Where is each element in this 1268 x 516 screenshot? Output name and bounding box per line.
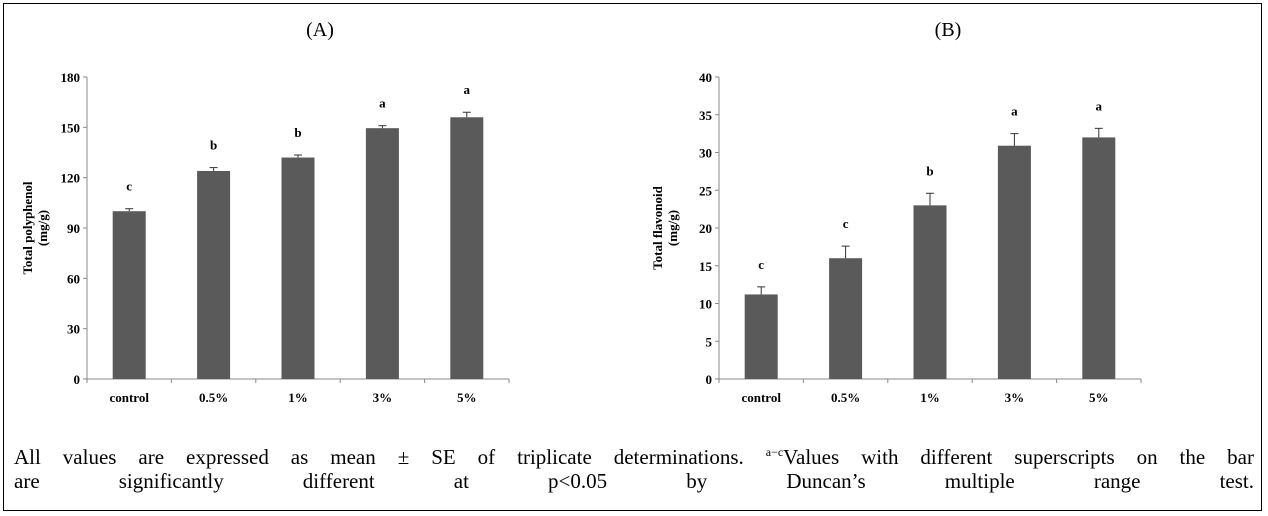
y-tick-label: 25 [699,183,713,198]
y-tick-label: 35 [699,108,713,123]
bar [744,294,778,379]
x-tick-label: 1% [288,390,308,405]
y-axis-label: Total flavonoid [650,185,665,269]
y-axis-unit: (mg/g) [35,210,50,246]
significance-letter: b [294,125,301,140]
significance-letter: b [210,138,217,153]
significance-letter: a [1096,98,1103,113]
y-axis-label: Total polyphenol [20,181,35,274]
y-tick-label: 5 [706,334,713,349]
bar [1082,137,1116,379]
x-tick-label: 3% [373,390,393,405]
y-tick-label: 0 [706,372,713,387]
bar [450,117,484,380]
y-tick-label: 60 [67,271,80,286]
x-tick-label: 1% [920,390,940,405]
caption-line-1: All values are expressed as mean ± SE of… [14,438,1254,472]
y-tick-label: 20 [699,221,712,236]
x-tick-label: 5% [457,390,477,405]
significance-letter: c [843,216,849,231]
significance-letter: b [926,163,933,178]
bar [197,170,231,379]
y-tick-label: 150 [61,120,81,135]
bar [997,145,1031,379]
y-tick-label: 180 [61,70,81,85]
figure-frame [3,3,1262,511]
caption-superscript: a−c [765,445,784,459]
y-tick-label: 40 [699,70,712,85]
bar [913,205,947,379]
bar [365,128,399,379]
y-tick-label: 30 [699,146,712,161]
y-tick-label: 10 [699,297,712,312]
y-tick-label: 15 [699,259,713,274]
x-tick-label: control [741,390,781,405]
significance-letter: c [126,179,132,194]
chart-title: (B) [935,19,962,41]
bar [829,258,863,379]
caption-line-2: are significantly different at p<0.05 by… [14,469,1254,493]
x-tick-label: control [109,390,149,405]
x-tick-label: 3% [1005,390,1025,405]
y-tick-label: 0 [74,372,81,387]
chart-title: (A) [306,19,334,41]
bar [112,211,146,379]
y-tick-label: 30 [67,322,80,337]
x-tick-label: 0.5% [831,390,860,405]
x-tick-label: 5% [1089,390,1109,405]
x-tick-label: 0.5% [199,390,228,405]
significance-letter: a [379,96,386,111]
caption-text: Values with different superscripts on th… [783,445,1254,469]
significance-letter: a [464,82,471,97]
y-tick-label: 120 [61,171,81,186]
significance-letter: c [758,257,764,272]
y-axis-unit: (mg/g) [665,210,680,246]
y-tick-label: 90 [67,221,80,236]
caption-text: All values are expressed as mean ± SE of… [14,445,766,469]
bar [281,157,315,379]
significance-letter: a [1011,104,1018,119]
